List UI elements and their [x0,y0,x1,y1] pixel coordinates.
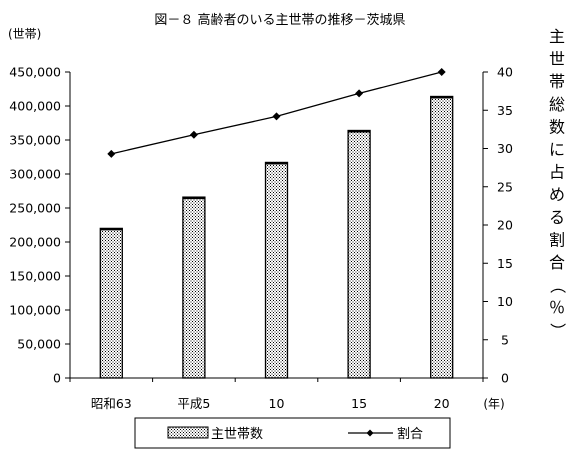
plot-area: 0 50,000 100,000 150,000 200,000 250,000 300,0… [9,27,567,411]
bar [264,161,289,379]
x-tick-label: 20 [434,396,450,411]
y-right-tick-label: 35 [497,103,513,118]
y-right-tick-label: 40 [497,65,513,80]
y-right-label-char: に [549,140,565,159]
x-tick-label: 15 [351,396,367,411]
y-right-tick-label: 30 [497,141,513,156]
ratio-point [189,130,198,139]
ratio-point [437,68,446,76]
legend-box [134,417,451,449]
y-right-label-char: （ [548,278,567,294]
legend-line-marker [366,429,374,437]
y-left-tick-label: 0 [53,371,61,386]
y-right-tick-label: 20 [497,218,513,233]
y-left-tick-label: 400,000 [9,99,61,114]
legend-bar-swatch [167,426,209,439]
y-right-label-char: 世 [549,50,565,69]
bar [99,227,123,379]
legend: 主世帯数 割合 [134,417,451,449]
y-left-tick-label: 350,000 [9,133,61,148]
y-right-tick-label: 0 [501,371,509,386]
y-right-label-char: 割 [549,230,565,249]
x-tick-label: 平成5 [177,396,210,411]
y-right-label-char: る [549,208,565,227]
x-tick-label: 昭和63 [91,396,132,411]
bar [182,196,206,379]
ratio-point [107,149,116,158]
y-right-tick-label: 15 [497,256,513,271]
y-right-label-char: ） [548,323,567,339]
ratio-point [355,89,364,98]
y-left-tick-label: 50,000 [17,337,61,352]
legend-bar-label: 主世帯数 [211,427,263,442]
x-unit: (年) [483,397,504,411]
y-right-tick-label: 25 [497,179,513,194]
y-right-label-char: 数 [549,117,565,136]
y-right-label-char: め [549,185,565,204]
y-right-label-char: ％ [549,298,565,317]
x-tick-label: 10 [269,396,285,411]
y-right-tick-label: 5 [501,332,509,347]
y-right-label-char: 合 [549,253,565,272]
y-left-tick-label: 150,000 [9,269,61,284]
bar [430,95,454,379]
y-left-tick-label: 100,000 [9,303,61,318]
y-left-tick-label: 250,000 [9,201,61,216]
y-right-label-char: 占 [549,163,565,182]
y-right-label-char: 主 [549,27,565,46]
bar [347,129,371,379]
y-left-tick-label: 450,000 [9,65,61,80]
chart-title: 図－８ 高齢者のいる主世帯の推移－茨城県 [154,12,405,28]
y-right-label-char: 帯 [549,72,565,91]
y-left-tick-label: 300,000 [9,167,61,182]
y-left-unit: (世帯) [8,27,41,41]
ratio-point [272,112,281,121]
y-left-tick-label: 200,000 [9,235,61,250]
legend-line-label: 割合 [397,426,423,442]
y-right-tick-label: 10 [497,294,513,309]
y-right-label-char: 総 [549,95,565,114]
